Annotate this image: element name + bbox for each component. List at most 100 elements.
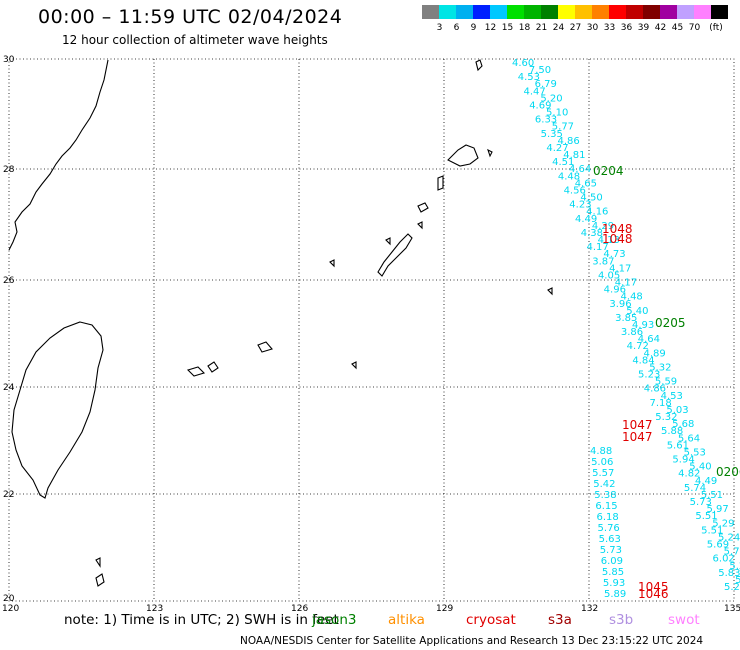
taiwan-coastline [11,321,104,499]
wave-height-value: 4.23 [569,200,591,211]
lon-tick: 132 [581,604,598,614]
wave-height-value: 4.49 [575,214,597,225]
wave-height-value: 5.88 [661,426,683,437]
colorbar-swatch [456,5,473,19]
wave-height-value: 5.92 [735,575,740,586]
wave-height-value: 5.40 [626,306,648,317]
map-title: 00:00 – 11:59 UTC 02/04/2024 [38,6,343,28]
wave-height-value: 4.86 [558,136,580,147]
footer-note: note: 1) Time is in UTC; 2) SWH is in fe… [64,612,339,628]
wave-height-value: 4.48 [621,292,643,303]
wave-height-value: 5.61 [667,440,689,451]
pass-time-label: 0204 [593,164,624,178]
wave-height-value: 5.57 [592,468,614,479]
cryosat-label: 1047 [622,418,653,432]
wave-height-value: 4.05 [598,270,620,281]
tanegashima-island [437,175,444,191]
wave-height-value: 4.72 [627,341,649,352]
colorbar-label: 6 [453,23,460,33]
cryosat-label: 1047 [622,430,653,444]
okinawa-island [377,233,413,277]
wave-height-value: 5.83 [718,568,740,579]
wave-height-value: 3.85 [615,313,637,324]
colorbar-label: 39 [637,23,650,33]
wave-height-value: 4.17 [615,278,637,289]
wave-height-value: 4.89 [643,348,665,359]
colorbar-swatch [439,5,456,19]
colorbar-swatch [626,5,643,19]
wave-height-value: 4.13 [598,235,620,246]
colorbar-swatch [711,5,728,19]
wave-height-value: 4.17 [609,263,631,274]
wave-height-value: 5.89 [604,589,626,600]
colorbar-label: 45 [671,23,684,33]
wave-height-value: 4.48 [558,171,580,182]
cryosat-label: 1048 [602,232,633,246]
wave-height-value: 4.56 [564,185,586,196]
wave-height-value: 5.40 [689,462,711,473]
colorbar-label: 3 [436,23,443,33]
lat-tick: 26 [3,276,15,286]
satellite-legend-s3b: s3b [609,612,634,628]
wave-height-value: 5.53 [684,447,706,458]
wave-height-value: 5.68 [672,419,694,430]
colorbar-swatch [558,5,575,19]
map-grid [9,59,734,601]
wave-height-value: 5.69 [707,540,729,551]
lon-tick: 135 [724,604,740,614]
wave-height-value: 6.15 [595,501,617,512]
wave-height-value: 4.86 [644,384,666,395]
wave-height-value: 5.51 [701,525,723,536]
wave-height-value: 4.81 [563,150,585,161]
wave-height-value: 5.97 [706,504,728,515]
wave-height-value: 5.76 [598,523,620,534]
miyako-island [257,341,273,353]
wave-height-value: 5.85 [602,567,624,578]
colorbar-label: 12 [484,23,497,33]
wave-height-value: 7.18 [650,398,672,409]
wave-height-value: 5.77 [552,122,574,133]
colorbar-swatch [507,5,524,19]
colorbar-label: 24 [552,23,565,33]
colorbar-swatch [677,5,694,19]
wave-height-value: 4.65 [575,178,597,189]
wave-height-value: 5.73 [600,545,622,556]
colorbar-unit: (ft) [709,23,723,33]
wave-height-value: 4.50 [580,193,602,204]
wave-height-value: 3.86 [621,327,643,338]
wave-height-value: 4.38 [581,228,603,239]
wave-height-value: 4.47 [523,86,545,97]
cryosat-label: 1046 [638,587,669,601]
lat-tick: 30 [3,55,15,65]
wave-height-value: 5.94 [672,455,694,466]
colorbar-swatch [422,5,439,19]
cryosat-label: 1048 [602,222,633,236]
colorbar-label: 9 [470,23,477,33]
colorbar-swatch [490,5,507,19]
wave-height-value: 4.29 [592,221,614,232]
colorbar-swatch [575,5,592,19]
wave-height-value: 4.51 [552,157,574,168]
wave-height-value: 6.33 [535,115,557,126]
wave-height-value: 5.93 [603,578,625,589]
china-coastline [8,59,109,251]
colorbar-label: 33 [603,23,616,33]
pass-time-label: 0206 [716,465,740,479]
wave-height-value: 5.23 [638,370,660,381]
wave-height-value: 4.53 [661,391,683,402]
colorbar-label: 70 [688,23,701,33]
satellite-legend-altika: altika [388,612,425,628]
wave-height-value: 3.96 [609,299,631,310]
colorbar-label: 18 [518,23,531,33]
colorbar-swatch [643,5,660,19]
cryosat-label: 1045 [638,580,669,594]
wave-height-value: 5.74 [724,547,740,558]
wave-height-value: 4.60 [512,58,534,69]
colorbar-swatch [609,5,626,19]
colorbar-swatch [541,5,558,19]
wave-height-value: 5.22 [724,582,740,593]
wave-height-value: 5.10 [546,108,568,119]
colorbar-label: 30 [586,23,599,33]
credit-line: NOAA/NESDIS Center for Satellite Applica… [240,635,704,647]
